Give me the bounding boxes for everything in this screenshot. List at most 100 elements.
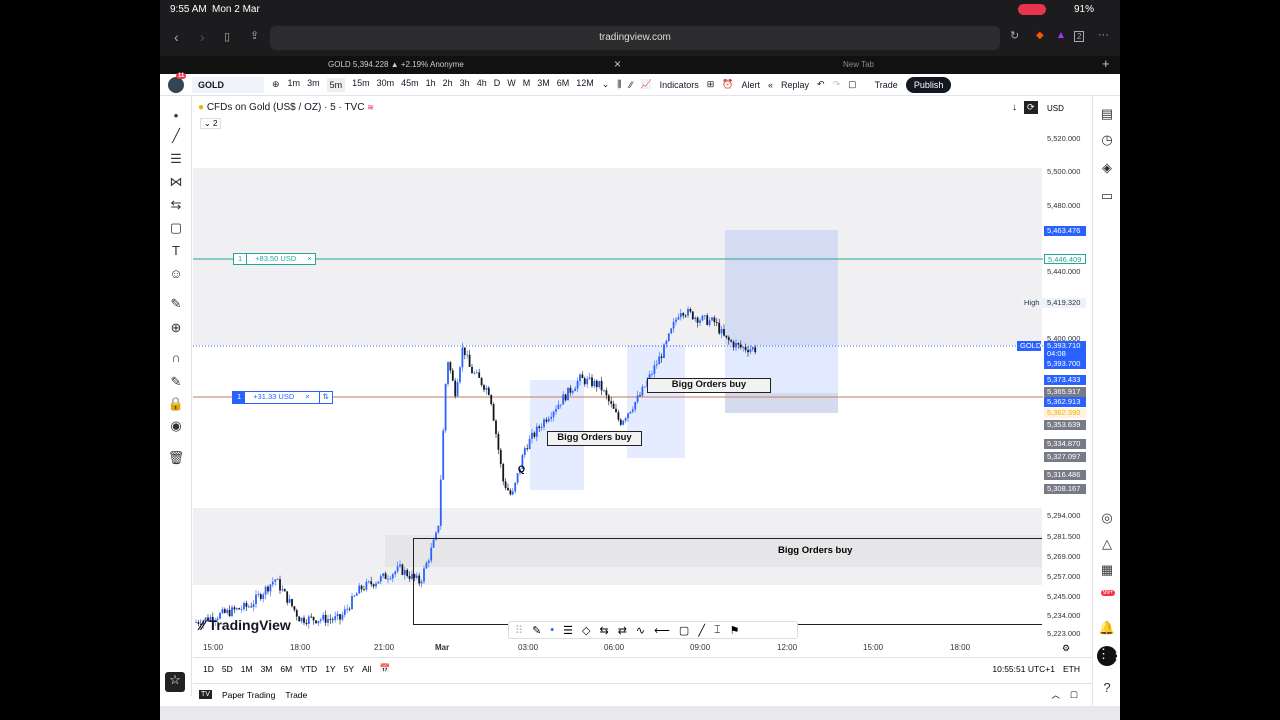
timeframe-5m[interactable]: 5m	[326, 77, 346, 92]
range-1Y[interactable]: 1Y	[325, 663, 336, 674]
wave-icon[interactable]: ∿	[635, 624, 646, 637]
magnet-icon[interactable]: ∩	[171, 350, 181, 365]
chevron-down-icon[interactable]: ⌄	[601, 79, 610, 89]
range-1M[interactable]: 1M	[240, 663, 253, 674]
publish-button[interactable]: Publish	[905, 76, 952, 93]
trash-icon[interactable]: 🗑	[167, 450, 185, 465]
tab-gold[interactable]: GOLD 5,394.228 ▲ +2.19% Anonyme	[328, 60, 464, 69]
shape-icon[interactable]: ◇	[582, 624, 591, 637]
tab-paper-trading[interactable]: Paper Trading	[221, 689, 276, 700]
more-icon[interactable]: ···	[1098, 29, 1109, 41]
sync-icon[interactable]: ⟳	[1024, 101, 1038, 114]
indicators-button[interactable]: Indicators	[659, 79, 699, 90]
trade-button[interactable]: Trade	[874, 79, 898, 90]
close-tab-icon[interactable]: ×	[614, 57, 622, 71]
brave-icon[interactable]: ◆	[1036, 30, 1044, 41]
range-1D[interactable]: 1D	[203, 663, 214, 674]
channel-icon[interactable]: ⇆	[599, 624, 609, 637]
replay-button[interactable]: Replay	[781, 79, 810, 90]
timeframe-30m[interactable]: 30m	[376, 77, 395, 88]
alert-button[interactable]: Alert	[741, 79, 760, 90]
timeframe-2h[interactable]: 2h	[442, 77, 453, 88]
timeframe-12M[interactable]: 12M	[576, 77, 594, 88]
back-icon[interactable]: ‹	[174, 29, 179, 45]
order-block-label[interactable]: Bigg Orders buy	[647, 378, 771, 393]
rewards-icon[interactable]: ▲	[1056, 30, 1066, 41]
currency-select[interactable]: USD	[1047, 104, 1064, 113]
text-icon[interactable]: T	[172, 243, 180, 258]
pencil-icon[interactable]: ✎	[532, 624, 542, 637]
range-6M[interactable]: 6M	[280, 663, 293, 674]
layouts-icon[interactable]: ⊞	[706, 79, 715, 89]
address-bar[interactable]: tradingview.com	[270, 26, 1000, 50]
fullscreen-icon[interactable]: ▢	[848, 79, 857, 89]
range-3M[interactable]: 3M	[260, 663, 273, 674]
emoji-icon[interactable]: ☺	[169, 266, 183, 281]
chart-title[interactable]: CFDs on Gold (US$ / OZ) · 5 · TVC	[206, 102, 365, 113]
apps-grid-icon[interactable]: ⋮⋮	[1097, 646, 1123, 666]
forward-icon[interactable]: ›	[200, 29, 205, 45]
chat-icon[interactable]: ▭	[1100, 188, 1114, 203]
calendar-icon[interactable]: ▦	[1100, 562, 1114, 577]
watchlist-icon[interactable]: ▤	[1100, 106, 1114, 121]
timeframe-3h[interactable]: 3h	[459, 77, 470, 88]
trendline-icon[interactable]: ╱	[172, 128, 180, 143]
session-toggle[interactable]: ETH	[1063, 663, 1080, 674]
order-block-label[interactable]: Bigg Orders buy	[547, 431, 642, 446]
position-entry[interactable]: 1 +31.33 USD × ⇅	[232, 391, 333, 404]
undo-icon[interactable]: ↶	[817, 79, 825, 89]
clock-readout[interactable]: 10:55:51 UTC+1	[992, 663, 1055, 674]
close-position-icon[interactable]: ×	[305, 392, 310, 401]
pattern-icon[interactable]: ⋈	[169, 174, 183, 189]
range-YTD[interactable]: YTD	[300, 663, 318, 674]
line-chart-icon[interactable]: ⁄⁄	[629, 79, 633, 90]
timeframe-1m[interactable]: 1m	[287, 77, 301, 88]
tab-count[interactable]: 2	[1074, 31, 1085, 42]
close-position-icon[interactable]: ×	[307, 254, 312, 263]
new-tab-icon[interactable]: +	[1102, 56, 1110, 71]
layers-icon[interactable]: ◈	[1102, 160, 1112, 175]
download-icon[interactable]: ↓	[1012, 102, 1017, 113]
timeframe-W[interactable]: W	[507, 77, 516, 88]
bell-icon[interactable]: 🔔	[1098, 620, 1116, 635]
tab-new[interactable]: New Tab	[843, 60, 874, 69]
position-tp[interactable]: 1 +83.50 USD ×	[233, 253, 316, 265]
reverse-icon[interactable]: ⇅	[318, 392, 332, 403]
lock-icon[interactable]: 🔒	[167, 396, 185, 411]
favorites-star-icon[interactable]: ☆	[165, 672, 185, 692]
cursor-icon[interactable]: •	[173, 108, 179, 123]
shapes-icon[interactable]: ▢	[169, 220, 183, 235]
indicators-collapse[interactable]: ⌄ 2	[200, 118, 222, 129]
price-chart[interactable]	[193, 130, 1043, 640]
dot-icon[interactable]: •	[550, 624, 555, 636]
candles-icon[interactable]: ⫼	[617, 79, 622, 90]
axis-settings-icon[interactable]: ⚙	[1062, 643, 1071, 653]
expand-icon[interactable]: ︿	[1051, 689, 1060, 700]
drag-handle-icon[interactable]: ⠿	[515, 624, 524, 637]
fib-icon[interactable]: ☰	[170, 151, 182, 166]
maximize-icon[interactable]: ▢	[1069, 689, 1078, 699]
add-symbol-icon[interactable]: ⊕	[272, 79, 280, 89]
eye-icon[interactable]: ◉	[170, 418, 182, 433]
target-icon[interactable]: ◎	[1101, 510, 1113, 525]
zoom-icon[interactable]: ⊕	[170, 320, 182, 335]
timeframe-45m[interactable]: 45m	[401, 77, 419, 88]
share-icon[interactable]: ⇪	[250, 30, 260, 42]
q-marker[interactable]: Q	[518, 464, 526, 474]
range-All[interactable]: All	[362, 663, 372, 674]
line-icon[interactable]: ╱	[698, 624, 705, 637]
reload-icon[interactable]: ↻	[1010, 30, 1020, 42]
range-5Y[interactable]: 5Y	[343, 663, 354, 674]
redo-icon[interactable]: ↷	[832, 79, 841, 89]
range-icon[interactable]: ⌶	[713, 623, 721, 636]
ruler-icon[interactable]: ✎	[170, 296, 182, 311]
timeframe-6M[interactable]: 6M	[556, 77, 570, 88]
symbol-search[interactable]: GOLD	[192, 76, 264, 93]
ray-icon[interactable]: ⟵	[654, 624, 670, 637]
bookmarks-icon[interactable]: ▯	[224, 31, 231, 43]
lock-drawing-icon[interactable]: ✎	[170, 374, 182, 389]
help-icon[interactable]: ?	[1103, 680, 1111, 695]
order-block-zone[interactable]	[413, 538, 1042, 625]
timeframe-3M[interactable]: 3M	[537, 77, 550, 88]
rectangle-icon[interactable]: ▢	[678, 624, 690, 637]
